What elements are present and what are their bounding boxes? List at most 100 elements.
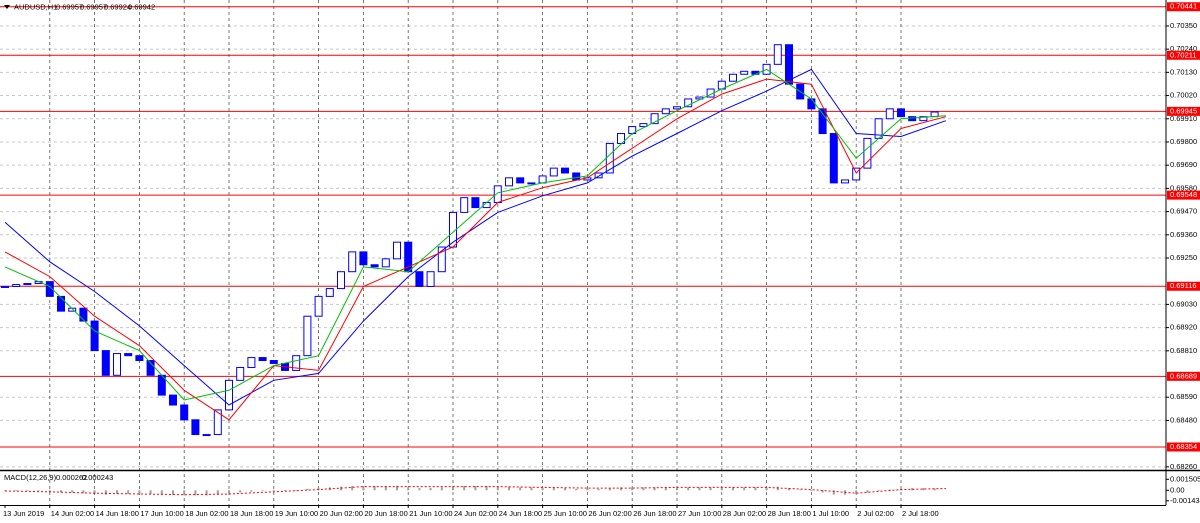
x-tick-label: 24 Jun 02:00 [454, 509, 497, 518]
candle [493, 185, 502, 204]
x-tick-label: 27 Jun 10:00 [678, 509, 721, 518]
candle [561, 167, 569, 174]
macd-bar [698, 487, 701, 491]
y-tick-label: 0.69910 [1170, 114, 1197, 123]
macd-bar [832, 490, 835, 495]
macd-bar [508, 486, 510, 491]
x-tick-label: 18 Jun 18:00 [230, 509, 273, 518]
macd-bar [418, 488, 421, 491]
macd-bar [810, 490, 813, 492]
level-label: 0.69116 [1170, 281, 1197, 290]
candle [101, 350, 110, 376]
macd-bar [687, 487, 690, 491]
macd-bar [463, 485, 466, 491]
candles [1, 44, 939, 437]
macd-bar [284, 490, 286, 492]
candle [919, 116, 928, 122]
candle [426, 271, 435, 287]
macd-bar [821, 490, 824, 493]
macd-signal-value: 0.000243 [82, 473, 113, 482]
macd-bar [653, 487, 656, 491]
level-label: 0.68354 [1170, 442, 1197, 451]
macd-bar [205, 490, 208, 496]
candle [79, 307, 88, 322]
candle [303, 315, 312, 357]
macd-bar [116, 490, 118, 494]
candle [773, 44, 782, 65]
macd-bar [530, 487, 533, 491]
candle [639, 123, 648, 128]
candle [292, 355, 301, 371]
ohlc-open: 0.69957 [56, 2, 83, 11]
level-label: 0.68689 [1170, 371, 1197, 380]
candle [45, 281, 54, 297]
y-tick-label: 0.69030 [1170, 299, 1197, 308]
y-tick-label: 0.70240 [1170, 44, 1197, 53]
x-tick-label: 1 Jul 10:00 [812, 509, 849, 518]
macd-bar [71, 490, 74, 493]
macd-bar [642, 487, 645, 491]
candle [213, 409, 222, 436]
level-label-box [1167, 106, 1200, 116]
macd-bar [373, 485, 376, 491]
x-tick-label: 18 Jun 02:00 [185, 509, 228, 518]
macd-bar [228, 490, 230, 494]
macd-bar [877, 490, 880, 492]
candle [258, 357, 267, 362]
candle [247, 357, 256, 368]
level-label: 0.69945 [1170, 106, 1197, 115]
x-tick-label: 2 Jul 18:00 [902, 509, 939, 518]
menu-icon[interactable] [4, 5, 10, 9]
x-tick-label: 19 Jun 10:00 [275, 509, 318, 518]
ohlc-high: 0.69957 [80, 2, 107, 11]
macd-bar [720, 487, 723, 491]
y-tick-label: 0.68810 [1170, 346, 1197, 355]
candle [359, 251, 368, 266]
macd-bar [754, 487, 757, 491]
macd-bar [933, 488, 936, 491]
macd-bar [216, 490, 219, 495]
macd-bar [743, 487, 746, 491]
x-tick-label: 28 Jun 18:00 [768, 509, 811, 518]
candle [90, 320, 99, 352]
macd-bar [183, 490, 186, 496]
candle [57, 295, 65, 312]
macd-bar [15, 490, 18, 492]
macd-bar [922, 488, 925, 491]
y-tick-label: 0.70130 [1170, 67, 1197, 76]
macd-bar [485, 485, 488, 491]
macd-y-tick-label: 0.001505 [1170, 474, 1200, 483]
macd-bar [541, 488, 544, 491]
macd-bar [396, 485, 398, 491]
candle [549, 167, 558, 177]
x-tick-label: 13 Jun 2019 [3, 509, 44, 518]
candle [12, 284, 21, 287]
level-label-box [1167, 50, 1200, 60]
candle [269, 360, 278, 364]
candle [829, 133, 838, 184]
x-tick-label: 28 Jun 02:00 [723, 509, 766, 518]
macd-y-tick-label: -0.001434 [1170, 496, 1200, 505]
candle [135, 355, 144, 362]
candle [437, 246, 446, 273]
moving-average [4, 68, 946, 401]
candle [650, 113, 659, 125]
candle [594, 172, 603, 179]
macd-bar [552, 488, 555, 491]
candle [370, 264, 379, 268]
x-tick-label: 25 Jun 10:00 [544, 509, 587, 518]
macd-bar [127, 490, 130, 494]
ohlc-close: 0.69942 [128, 2, 155, 11]
y-tick-label: 0.70020 [1170, 91, 1197, 100]
labels: 0.70350 0.70240 0.70130 0.70020 0.69910 0.698… [3, 2, 1200, 518]
x-tick-label: 20 Jun 02:00 [320, 509, 363, 518]
level-label-box [1167, 442, 1200, 452]
levels [0, 6, 1166, 448]
macd-bar [888, 489, 891, 491]
macd-bar [676, 487, 678, 491]
y-tick-label: 0.68920 [1170, 323, 1197, 332]
x-tick-label: 17 Jun 10:00 [140, 509, 183, 518]
